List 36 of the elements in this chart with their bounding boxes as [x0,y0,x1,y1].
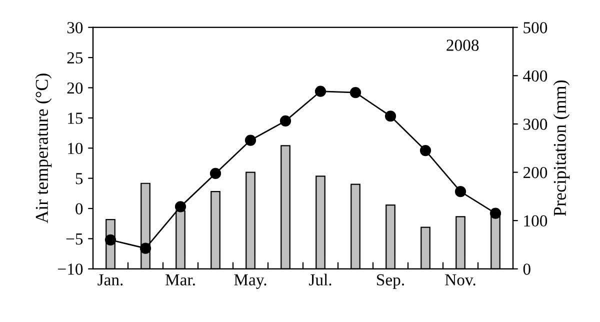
point [420,144,432,156]
y-tick-label: 25 [67,52,83,64]
point [280,115,292,127]
x-tick-label: Nov. [445,274,476,286]
point [490,208,502,219]
x-tick-label: Jul. [309,274,332,286]
y-tick-label: 0 [76,203,83,214]
point [384,110,396,122]
y-tick-label: 10 [68,142,83,154]
y-tick-label: 5 [76,173,83,184]
y-tick-label: −5 [66,234,83,245]
y-tick-label: −10 [58,264,83,275]
point [244,134,256,146]
x-tick-label: Mar. [165,274,195,286]
y-tick-label: 20 [67,82,83,94]
point [210,168,222,180]
x-tick-label: Sep. [377,274,404,289]
y2-tick-label: 500 [524,22,548,34]
point [140,242,152,254]
annotation: 2008 [446,40,479,51]
point [314,86,326,97]
point [454,186,466,198]
point [104,234,116,246]
y2-tick-label: 400 [523,70,548,82]
y2-tick-label: 200 [523,166,548,178]
y2-tick-label: 300 [524,118,548,130]
y-tick-label: 15 [68,112,83,124]
point [350,87,362,98]
point [174,201,186,212]
y-axis-title: Air temperature (°C) [35,74,52,224]
x-tick-label: Jan. [98,274,123,286]
x-tick-label: May. [234,274,266,289]
y-tick-label: 30 [67,22,83,34]
y2-axis-title: Precipitation (mm) [553,80,570,216]
y2-tick-label: 100 [524,215,548,227]
y2-tick-label: 0 [523,264,530,275]
